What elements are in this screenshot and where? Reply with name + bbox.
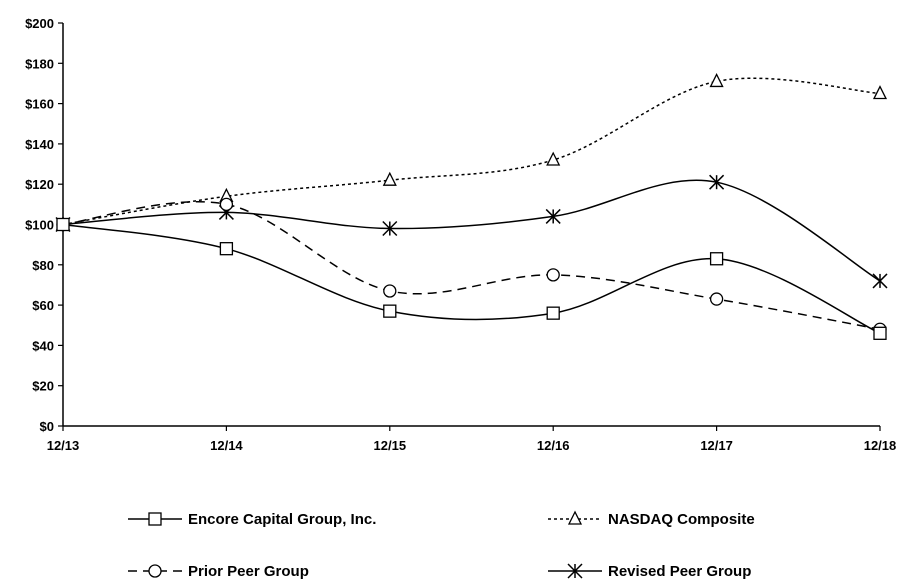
data-point (545, 208, 561, 224)
y-tick-label: $100 (25, 218, 54, 233)
chart-legend: Encore Capital Group, Inc. NASDAQ Composi… (128, 510, 755, 580)
data-point (872, 85, 888, 100)
y-tick-label: $160 (25, 97, 54, 112)
legend-label: Revised Peer Group (608, 563, 751, 580)
legend-label: NASDAQ Composite (608, 511, 755, 528)
x-tick-label: 12/16 (537, 438, 570, 453)
x-tick-label: 12/18 (864, 438, 897, 453)
series-line (62, 223, 881, 334)
data-point (383, 304, 397, 318)
series-line (62, 179, 881, 282)
data-point (872, 273, 888, 289)
y-tick-label: $200 (25, 16, 54, 31)
legend-item: NASDAQ Composite (548, 510, 755, 528)
x-tick-label: 12/14 (210, 438, 243, 453)
data-point (873, 326, 887, 340)
series-2 (56, 197, 887, 336)
legend-swatch-marker (567, 510, 583, 525)
y-tick-label: $80 (32, 258, 54, 273)
legend-swatch-marker (148, 564, 162, 578)
data-point (56, 217, 70, 232)
series-0 (56, 217, 887, 340)
data-point (709, 292, 724, 306)
y-tick-label: $60 (32, 298, 54, 313)
data-point (382, 171, 397, 186)
data-point (546, 151, 561, 166)
y-tick-label: $20 (32, 379, 54, 394)
data-point (546, 268, 560, 282)
legend-label: Encore Capital Group, Inc. (188, 511, 376, 528)
y-tick-label: $0 (40, 419, 54, 434)
x-tick-label: 12/15 (374, 438, 407, 453)
y-tick-label: $140 (25, 137, 54, 152)
series-1 (55, 72, 888, 231)
x-tick-label: 12/13 (47, 438, 80, 453)
chart-axes: $0 $20 $40 $60 $80 $100 $120 $140 $160 $180 $200 12… (25, 16, 896, 453)
legend-swatch-marker (148, 512, 162, 526)
legend-item: Prior Peer Group (128, 563, 309, 580)
data-point (546, 306, 560, 320)
legend-item: Encore Capital Group, Inc. (128, 511, 376, 528)
x-tick-label: 12/17 (700, 438, 733, 453)
y-tick-label: $120 (25, 177, 54, 192)
data-point (382, 220, 398, 237)
series-line (62, 201, 881, 331)
data-point (709, 252, 724, 266)
data-point (383, 284, 397, 298)
legend-item: Revised Peer Group (548, 563, 751, 580)
data-point (709, 174, 725, 190)
data-point (219, 197, 234, 212)
chart-series (55, 72, 888, 340)
y-tick-label: $40 (32, 338, 54, 353)
data-point (219, 242, 234, 256)
legend-swatch-marker (567, 563, 583, 579)
y-tick-label: $180 (25, 56, 54, 71)
legend-label: Prior Peer Group (188, 563, 309, 580)
data-point (709, 72, 724, 88)
